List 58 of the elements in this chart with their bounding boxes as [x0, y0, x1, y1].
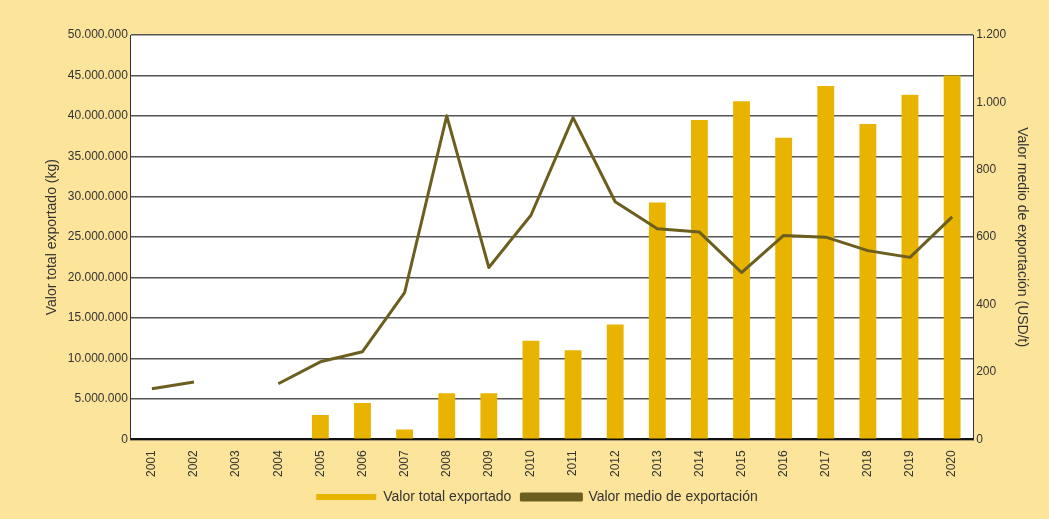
y-tick-label: 35.000.000	[67, 148, 129, 163]
y-tick-label: 15.000.000	[67, 310, 129, 325]
bar	[311, 415, 329, 439]
legend-label: Valor medio de exportación	[588, 487, 758, 504]
y-tick-label: 45.000.000	[67, 67, 129, 82]
x-tick-label: 2010	[523, 449, 538, 478]
x-tick-label: 2008	[439, 449, 454, 478]
y2-tick-label: 1.200	[976, 27, 1007, 42]
y2-tick-label: 200	[976, 364, 997, 379]
x-tick-label: 2012	[607, 449, 622, 478]
y2-tick-label: 800	[976, 162, 997, 177]
x-tick-label: 2016	[775, 449, 790, 478]
bar	[775, 137, 793, 439]
y-tick-label: 0	[121, 431, 129, 446]
bar	[606, 324, 624, 439]
x-tick-label: 2009	[481, 449, 496, 478]
y-tick-label: 40.000.000	[67, 108, 129, 123]
x-tick-label: 2014	[691, 449, 706, 478]
x-tick-label: 2004	[270, 449, 285, 478]
y-tick-label: 50.000.000	[67, 27, 129, 42]
bar	[564, 350, 582, 439]
x-tick-label: 2011	[565, 449, 580, 477]
y-tick-label: 10.000.000	[67, 350, 129, 365]
bar	[901, 94, 919, 439]
x-tick-label: 2019	[902, 449, 917, 478]
y-tick-label: 25.000.000	[67, 229, 129, 244]
y-tick-label: 5.000.000	[74, 391, 129, 406]
bar	[522, 340, 540, 439]
y-tick-label: 30.000.000	[67, 189, 129, 204]
bar	[859, 123, 877, 439]
x-tick-label: 2015	[733, 449, 748, 478]
x-tick-label: 2020	[944, 449, 959, 478]
y-tick-label: 20.000.000	[67, 269, 129, 284]
x-tick-label: 2017	[818, 449, 833, 478]
x-tick-label: 2006	[354, 449, 369, 478]
y2-axis-title: Valor medio de exportación (USD/t)	[1014, 127, 1031, 348]
bar	[733, 101, 750, 439]
y2-tick-label: 0	[976, 431, 984, 446]
bar	[648, 202, 666, 439]
legend-label: Valor total exportado	[383, 487, 512, 504]
x-tick-label: 2005	[312, 449, 327, 478]
y-axis-title: Valor total exportado (kg)	[43, 159, 60, 316]
bar	[396, 429, 414, 439]
y2-tick-label: 400	[976, 296, 997, 311]
x-tick-label: 2003	[228, 449, 243, 478]
y2-tick-label: 1.000	[976, 94, 1007, 109]
bar	[943, 75, 961, 439]
x-tick-label: 2002	[186, 449, 201, 478]
bar	[817, 85, 835, 439]
y2-tick-label: 600	[976, 229, 997, 244]
x-tick-label: 2001	[144, 449, 159, 478]
bar	[354, 402, 371, 439]
x-tick-label: 2013	[649, 449, 664, 478]
x-tick-label: 2018	[860, 449, 875, 478]
bar	[480, 393, 498, 439]
bar	[438, 393, 456, 439]
bar	[691, 119, 708, 439]
x-tick-label: 2007	[396, 449, 411, 478]
